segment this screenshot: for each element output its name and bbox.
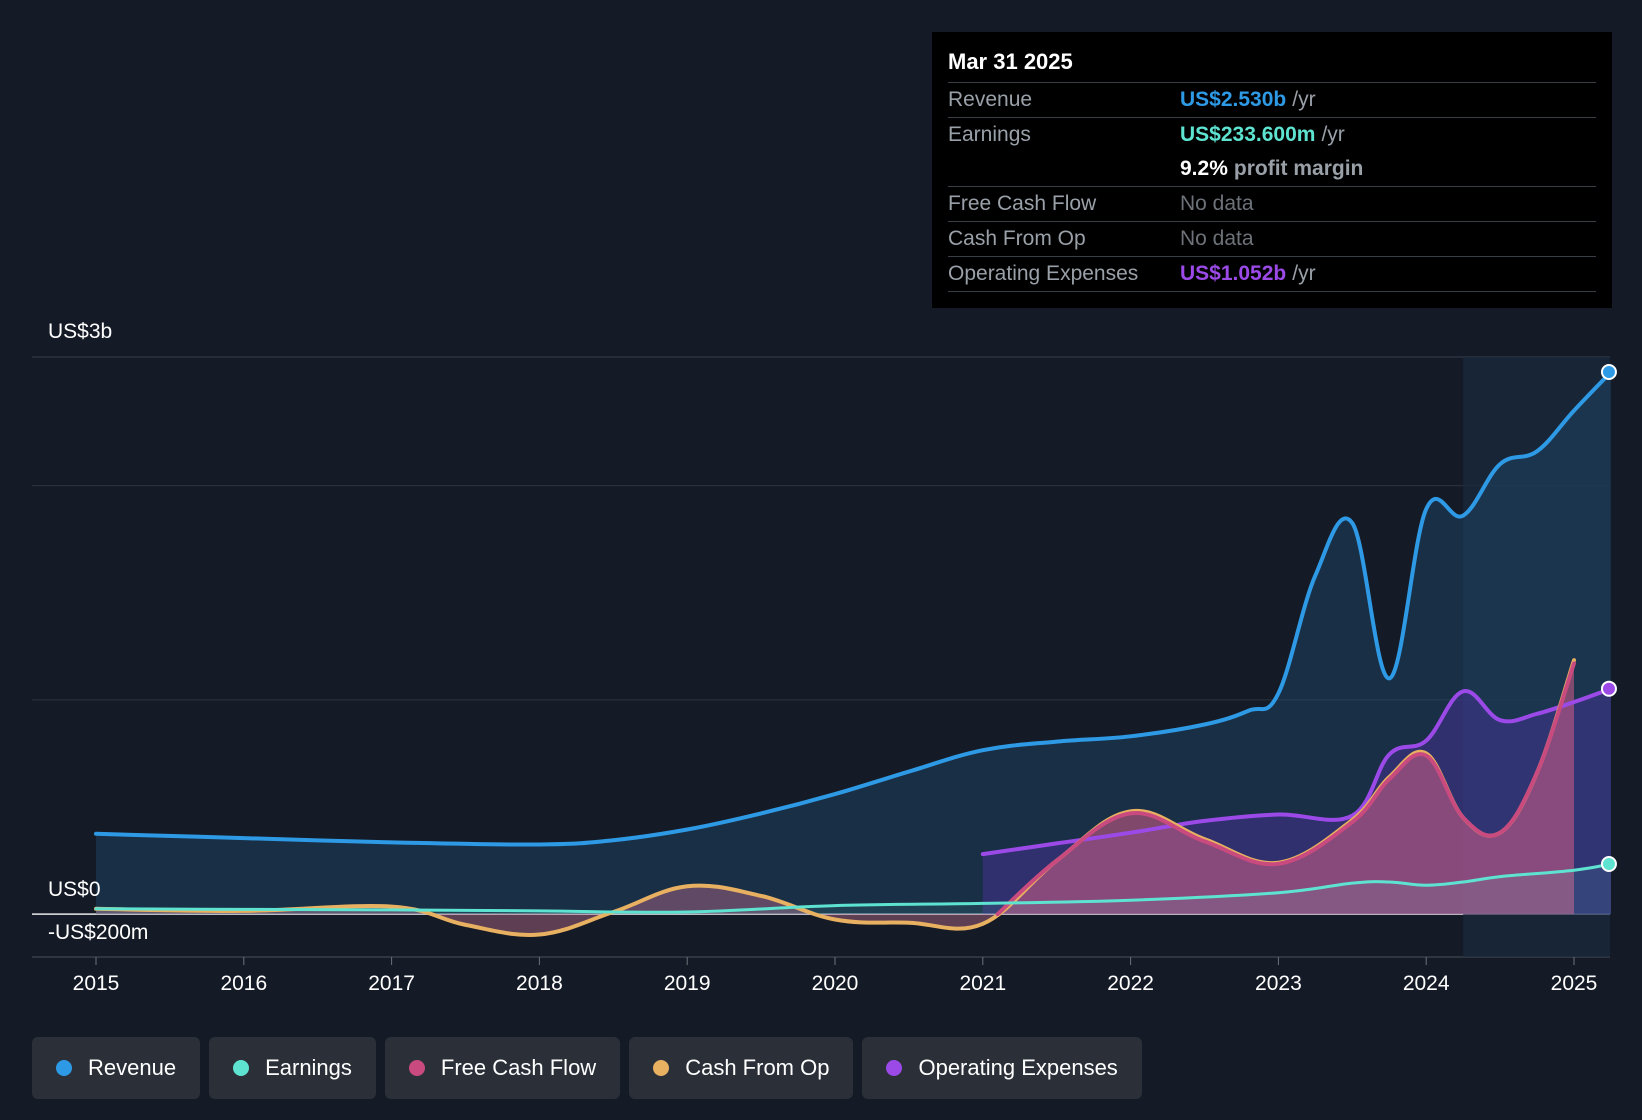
tooltip-row-cfo: Cash From Op No data xyxy=(948,222,1596,257)
legend-label-opex: Operating Expenses xyxy=(918,1055,1118,1080)
opex-area xyxy=(982,688,1611,915)
tooltip-opex-label: Operating Expenses xyxy=(948,262,1139,285)
tooltip-opex-value: US$1.052b xyxy=(1180,262,1287,285)
series-areas xyxy=(96,372,1611,935)
x-tick-label: 2021 xyxy=(959,972,1006,995)
tooltip-margin-label: profit margin xyxy=(1233,157,1364,180)
y-tick-label-zero: US$0 xyxy=(48,878,101,901)
fcf-area xyxy=(997,663,1574,915)
tooltip-fcf-label: Free Cash Flow xyxy=(948,192,1097,215)
tooltip-opex-unit: /yr xyxy=(1292,262,1316,285)
x-tick-label: 2023 xyxy=(1255,972,1302,995)
revenue-area xyxy=(96,372,1611,915)
earnings-end-marker[interactable] xyxy=(1600,856,1617,872)
cfo-dot-icon xyxy=(653,1060,670,1076)
tooltip-revenue-unit: /yr xyxy=(1292,88,1316,111)
opex-end-marker[interactable] xyxy=(1600,680,1617,697)
highlight-band xyxy=(1463,357,1610,957)
grid-lines xyxy=(32,356,1610,958)
tooltip-row-fcf: Free Cash Flow No data xyxy=(948,187,1596,222)
legend-label-earnings: Earnings xyxy=(265,1055,352,1080)
x-tick-label: 2020 xyxy=(812,972,859,995)
tooltip-panel: Mar 31 2025 Revenue US$2.530b /yr Earnin… xyxy=(932,32,1612,308)
revenue-line xyxy=(94,370,1613,847)
end-markers xyxy=(1600,364,1617,872)
opex-line xyxy=(980,686,1613,857)
x-tick-label: 2025 xyxy=(1551,972,1598,995)
legend-item-opex[interactable]: Operating Expenses xyxy=(862,1037,1142,1099)
tooltip-row-earnings: Earnings US$233.600m /yr xyxy=(948,118,1596,152)
legend: Revenue Earnings Free Cash Flow Cash Fro… xyxy=(32,1037,1142,1099)
x-tick-label: 2019 xyxy=(664,972,711,995)
opex-dot-icon xyxy=(886,1060,903,1076)
tooltip-earnings-unit: /yr xyxy=(1321,123,1345,146)
tooltip-revenue-label: Revenue xyxy=(948,88,1033,111)
x-tick-label: 2022 xyxy=(1107,972,1154,995)
tooltip-cfo-label: Cash From Op xyxy=(948,227,1086,250)
fcf-dot-icon xyxy=(408,1060,425,1076)
x-tick-label: 2024 xyxy=(1403,972,1450,995)
legend-item-cfo[interactable]: Cash From Op xyxy=(629,1037,854,1099)
tooltip-cfo-value: No data xyxy=(1180,227,1254,250)
cfo-area xyxy=(96,660,1574,935)
legend-item-revenue[interactable]: Revenue xyxy=(32,1037,201,1099)
x-axis-ticks: 2015 2016 2017 2018 2019 2020 2021 2022 2023 2024… xyxy=(73,957,1598,995)
fcf-line xyxy=(995,661,1576,917)
y-tick-label-bottom: -US$200m xyxy=(48,921,149,944)
y-tick-label-top: US$3b xyxy=(48,320,113,343)
tooltip-fcf-value: No data xyxy=(1180,192,1254,215)
tooltip-row-margin: 9.2% profit margin xyxy=(948,152,1596,187)
tooltip-date: Mar 31 2025 xyxy=(948,46,1596,83)
tooltip-revenue-value: US$2.530b xyxy=(1180,88,1287,111)
legend-item-earnings[interactable]: Earnings xyxy=(209,1037,376,1099)
x-tick-label: 2018 xyxy=(516,972,563,995)
x-tick-label: 2016 xyxy=(220,972,267,995)
earnings-dot-icon xyxy=(233,1060,250,1076)
tooltip-row-revenue: Revenue US$2.530b /yr xyxy=(948,83,1596,118)
legend-label-fcf: Free Cash Flow xyxy=(440,1055,597,1080)
revenue-end-marker[interactable] xyxy=(1600,364,1617,380)
tooltip-row-opex: Operating Expenses US$1.052b /yr xyxy=(948,257,1596,292)
revenue-dot-icon xyxy=(56,1060,72,1076)
x-tick-label: 2015 xyxy=(73,972,120,995)
tooltip-earnings-label: Earnings xyxy=(948,123,1031,146)
x-tick-label: 2017 xyxy=(368,972,415,995)
tooltip-margin-value: 9.2% xyxy=(1180,157,1228,180)
tooltip-earnings-value: US$233.600m xyxy=(1180,123,1316,146)
series-lines xyxy=(94,370,1613,937)
earnings-line xyxy=(94,862,1613,914)
legend-label-cfo: Cash From Op xyxy=(685,1055,830,1080)
legend-item-fcf[interactable]: Free Cash Flow xyxy=(384,1037,621,1099)
tooltip-margin-spacer xyxy=(948,152,1180,186)
legend-label-revenue: Revenue xyxy=(88,1055,177,1080)
earnings-area xyxy=(96,864,1611,915)
